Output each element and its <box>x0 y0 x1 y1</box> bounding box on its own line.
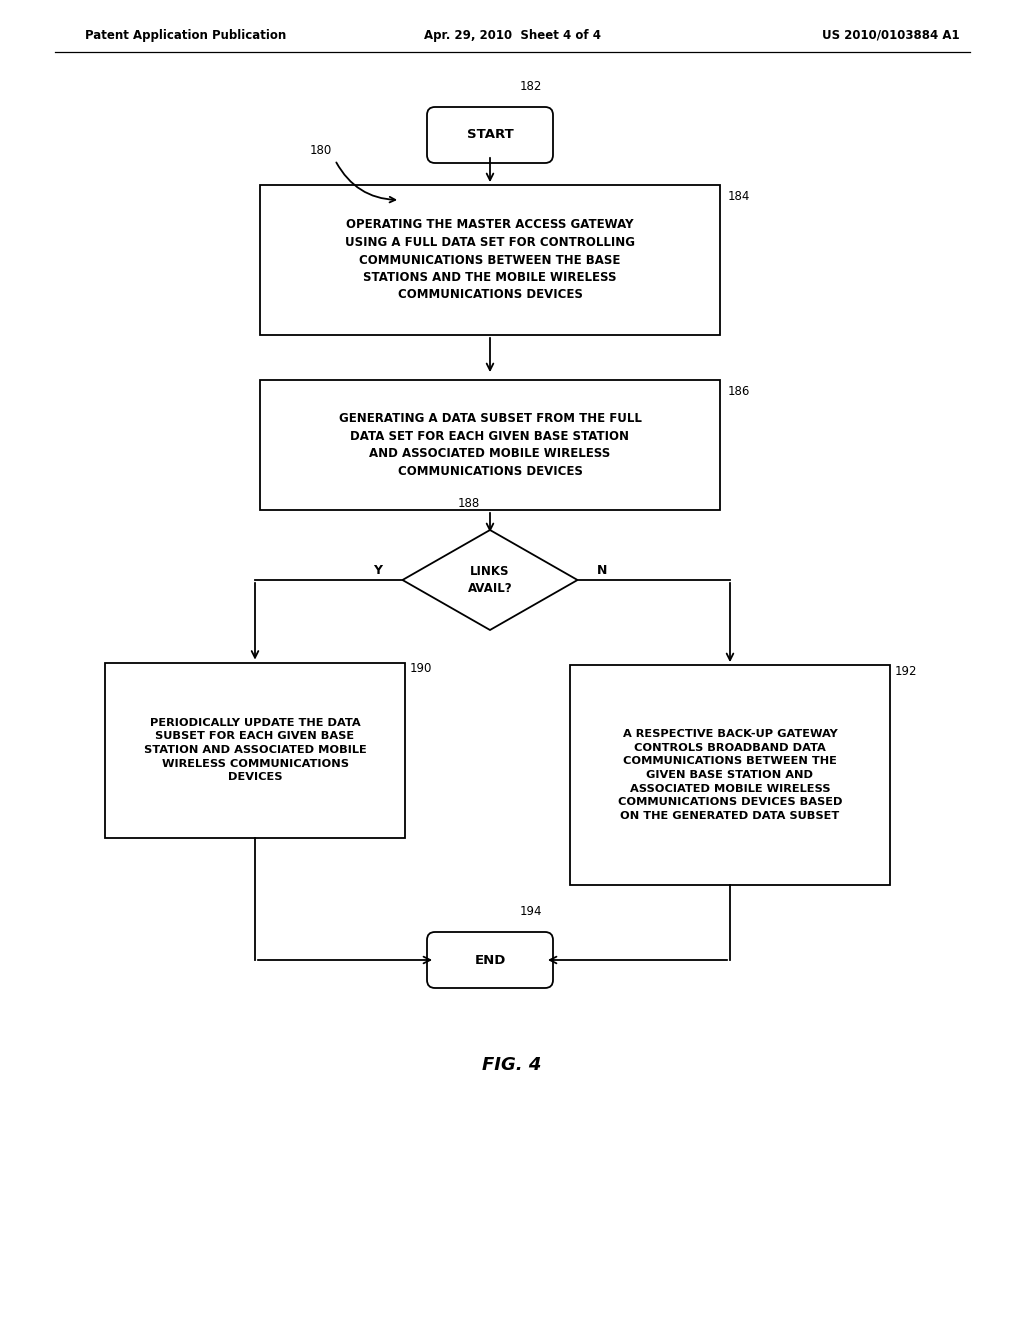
Text: OPERATING THE MASTER ACCESS GATEWAY
USING A FULL DATA SET FOR CONTROLLING
COMMUN: OPERATING THE MASTER ACCESS GATEWAY USIN… <box>345 219 635 301</box>
Text: A RESPECTIVE BACK-UP GATEWAY
CONTROLS BROADBAND DATA
COMMUNICATIONS BETWEEN THE
: A RESPECTIVE BACK-UP GATEWAY CONTROLS BR… <box>617 729 843 821</box>
Text: 190: 190 <box>410 663 432 676</box>
Text: US 2010/0103884 A1: US 2010/0103884 A1 <box>822 29 961 41</box>
Text: Apr. 29, 2010  Sheet 4 of 4: Apr. 29, 2010 Sheet 4 of 4 <box>424 29 600 41</box>
Text: LINKS
AVAIL?: LINKS AVAIL? <box>468 565 512 595</box>
Text: 186: 186 <box>728 385 751 399</box>
Text: 188: 188 <box>458 498 480 510</box>
Text: 182: 182 <box>520 81 543 92</box>
FancyBboxPatch shape <box>427 932 553 987</box>
FancyBboxPatch shape <box>260 185 720 335</box>
Text: GENERATING A DATA SUBSET FROM THE FULL
DATA SET FOR EACH GIVEN BASE STATION
AND : GENERATING A DATA SUBSET FROM THE FULL D… <box>339 412 641 478</box>
Text: Y: Y <box>373 564 382 577</box>
Text: 194: 194 <box>520 906 543 917</box>
Text: END: END <box>474 953 506 966</box>
Text: 184: 184 <box>728 190 751 203</box>
Polygon shape <box>402 531 578 630</box>
Text: FIG. 4: FIG. 4 <box>482 1056 542 1074</box>
Text: 180: 180 <box>310 144 332 157</box>
FancyBboxPatch shape <box>570 665 890 884</box>
Text: 192: 192 <box>895 665 918 678</box>
Text: Patent Application Publication: Patent Application Publication <box>85 29 287 41</box>
Text: START: START <box>467 128 513 141</box>
FancyBboxPatch shape <box>427 107 553 162</box>
Text: N: N <box>597 564 607 577</box>
FancyBboxPatch shape <box>105 663 406 837</box>
Text: PERIODICALLY UPDATE THE DATA
SUBSET FOR EACH GIVEN BASE
STATION AND ASSOCIATED M: PERIODICALLY UPDATE THE DATA SUBSET FOR … <box>143 718 367 783</box>
FancyBboxPatch shape <box>260 380 720 510</box>
